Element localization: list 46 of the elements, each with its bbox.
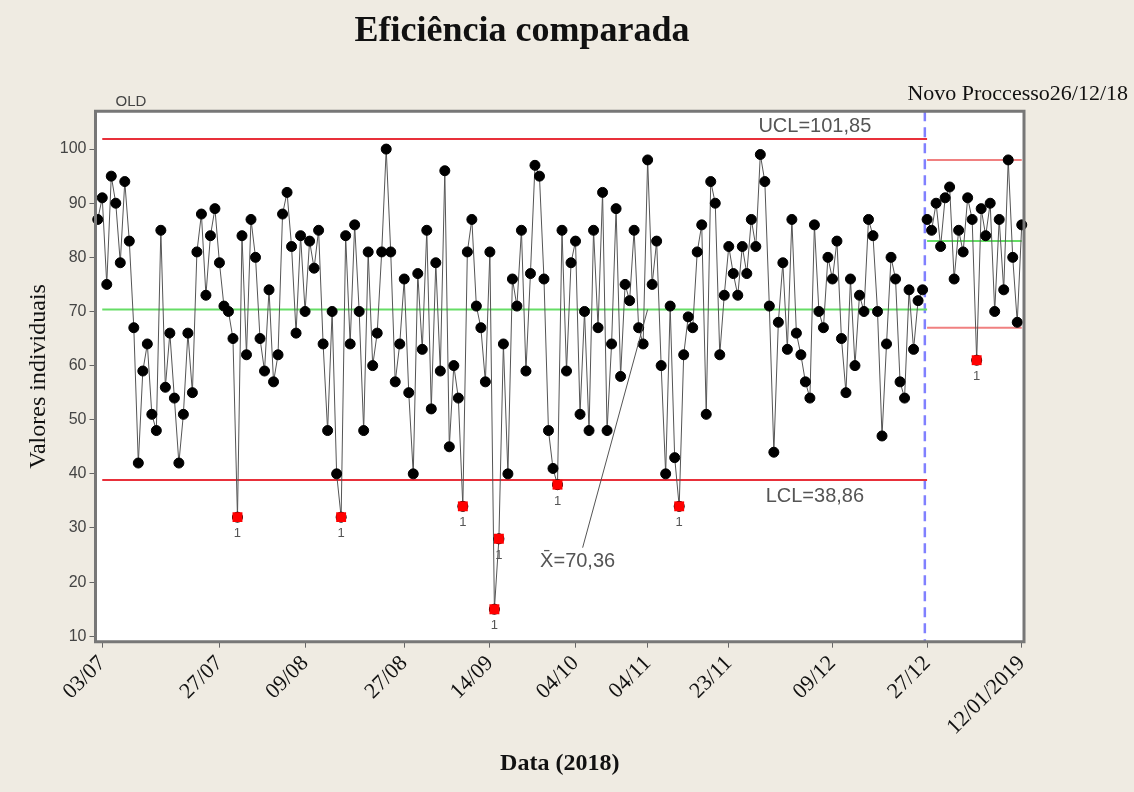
annotation: 1 — [233, 525, 242, 541]
point — [975, 203, 987, 215]
point — [984, 197, 996, 209]
y-axis-title: Valores individuais — [23, 284, 50, 469]
annotation: 1 — [337, 525, 345, 541]
y-tick-label: 80 — [68, 247, 87, 265]
y-tick-label: 20 — [68, 572, 87, 590]
point — [948, 273, 960, 285]
y-tick-label: 30 — [68, 518, 87, 536]
y-tick-label: 70 — [68, 301, 87, 319]
annotation: 1 — [490, 617, 499, 633]
y-tick-label: 90 — [68, 193, 87, 211]
annotation: X̄=70,36 — [540, 549, 616, 572]
point — [957, 246, 969, 258]
point — [1007, 251, 1019, 263]
point — [1011, 316, 1023, 328]
point — [944, 181, 956, 193]
annotation: 1 — [553, 492, 562, 508]
point — [953, 224, 965, 236]
point — [935, 241, 947, 253]
point — [966, 213, 978, 225]
point — [962, 192, 974, 204]
point — [926, 224, 938, 236]
ref-line-label: Novo Proccesso26/12/18 — [907, 79, 1128, 105]
y-tick-label: 40 — [68, 464, 87, 482]
annotation: 1 — [459, 514, 467, 530]
annotation: 1 — [973, 368, 981, 384]
annotation: LCL=38,86 — [765, 483, 865, 506]
y-tick-label: 60 — [68, 356, 87, 374]
point — [993, 213, 1005, 225]
text: OLD — [115, 91, 147, 109]
x-axis-title: Data (2018) — [500, 748, 620, 775]
point — [989, 305, 1001, 317]
annotation: 1 — [495, 546, 503, 562]
annotation: UCL=101,85 — [758, 113, 872, 136]
annotation: 1 — [675, 514, 683, 530]
point — [930, 197, 942, 209]
y-tick-label: 50 — [68, 410, 87, 428]
point — [921, 213, 933, 225]
point — [998, 284, 1010, 296]
chart-title: Eficiência comparada — [354, 8, 690, 49]
point — [1002, 154, 1014, 166]
point — [939, 192, 951, 204]
y-tick-label: 10 — [68, 626, 87, 644]
point — [980, 230, 992, 242]
y-tick-label: 100 — [59, 139, 87, 157]
